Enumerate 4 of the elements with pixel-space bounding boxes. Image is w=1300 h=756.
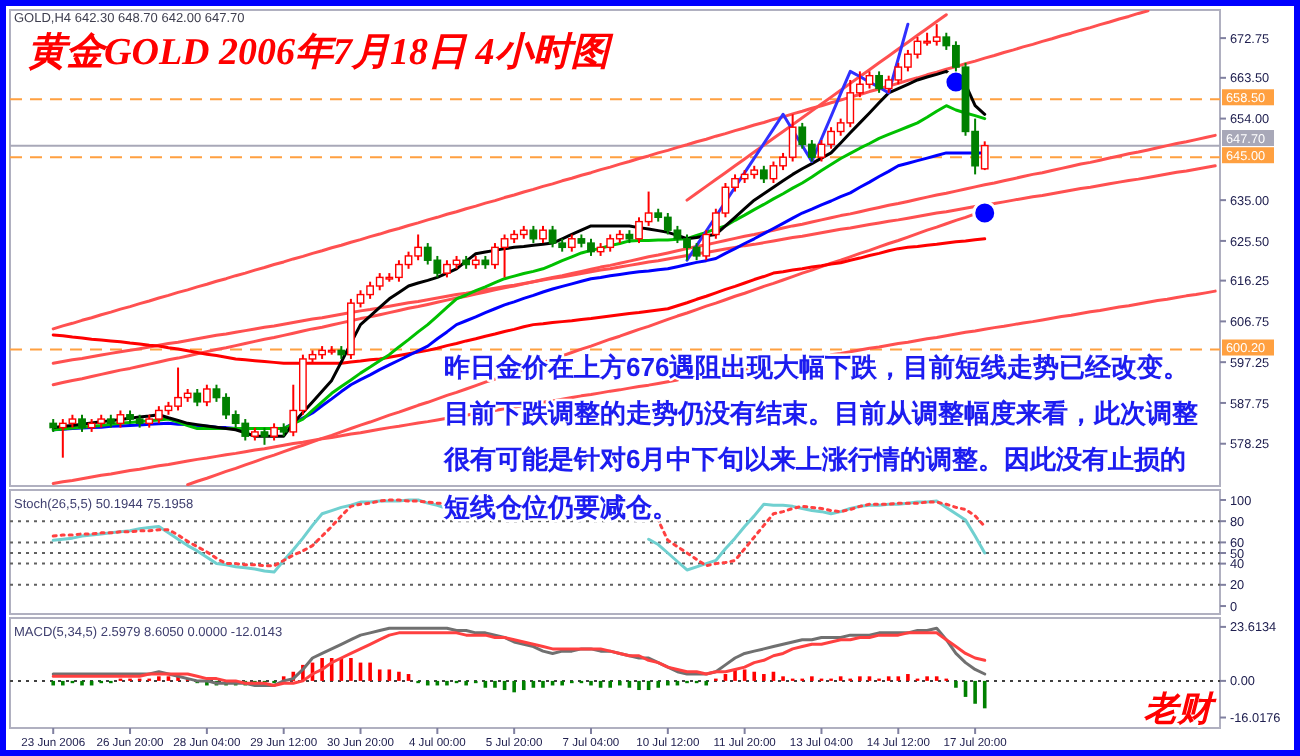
annotation: 很有可能是针对6月中下旬以来上涨行情的调整。因此没有止损的 [442,444,1187,474]
text: 黄金GOLD 2006年7月18日 4小时图 [28,30,615,74]
annotation: 短线仓位仍要减仓。 [442,492,678,522]
annotation: 老财 [1142,690,1218,728]
